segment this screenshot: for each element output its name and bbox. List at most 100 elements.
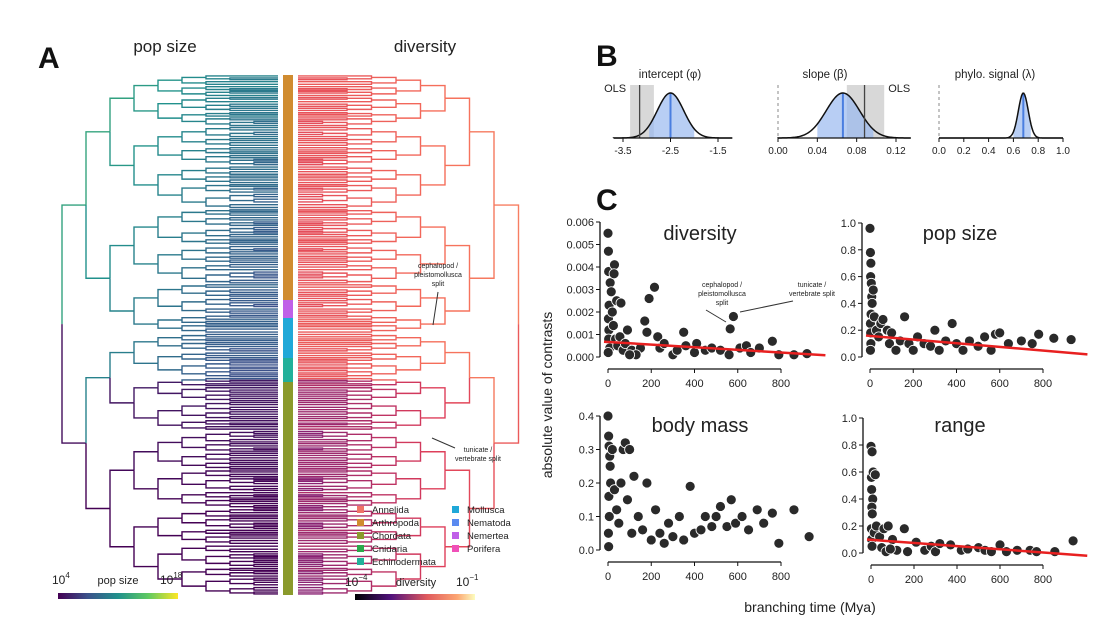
pop-size-branch [205, 138, 230, 142]
diversity-branch [298, 96, 348, 99]
diversity-branch [396, 263, 422, 274]
diversity-branch [371, 114, 397, 119]
pop-size-branch [253, 195, 278, 198]
diversity-branch [298, 85, 373, 89]
popsize-colorbar: 104 pop size 1018 [52, 571, 183, 599]
diversity-branch [322, 578, 348, 582]
pop-size-branch [205, 131, 230, 136]
diversity-branch [298, 152, 348, 155]
pop-size-branch [229, 368, 278, 370]
y-tick-label: 1.0 [841, 218, 856, 230]
diversity-branch [347, 348, 373, 351]
posterior-plot: slope (β) OLS 0.00 0.04 0.08 0.12 [768, 69, 911, 157]
pop-size-branch [229, 379, 278, 382]
diversity-branch [298, 459, 348, 462]
diversity-branch [298, 356, 373, 359]
annotation-text: tunicate / [798, 282, 826, 289]
pop-size-branch [229, 423, 278, 426]
diversity-branch [469, 205, 495, 279]
pop-size-branch [181, 379, 206, 383]
pop-size-branch [181, 155, 206, 161]
diversity-branch [298, 565, 324, 567]
diversity-branch [347, 456, 373, 460]
diversity-branch [298, 273, 324, 275]
annotation-text: vertebrate split [789, 291, 835, 298]
diversity-branch [298, 371, 348, 374]
diversity-branch [347, 422, 373, 425]
diversity-branch [371, 379, 397, 383]
data-point [613, 517, 625, 529]
diversity-branch [322, 563, 348, 566]
pop-size-branch [205, 359, 230, 362]
diversity-branch [347, 510, 373, 514]
data-point [715, 501, 726, 512]
diversity-branch [298, 113, 348, 116]
pop-size-branch [181, 306, 206, 312]
diversity-branch [298, 284, 373, 286]
pop-size-branch [205, 492, 278, 495]
diversity-branch [371, 325, 397, 329]
pop-size-branch [181, 99, 206, 104]
pop-size-branch [253, 200, 278, 203]
data-point [689, 347, 700, 358]
diversity-branch [371, 87, 397, 91]
pop-size-branch [229, 465, 278, 468]
diversity-branch [298, 509, 324, 512]
pop-size-branch [157, 288, 182, 298]
diversity-branch [298, 374, 348, 376]
pop-size-branch [133, 341, 158, 353]
diversity-branch [298, 438, 348, 441]
diversity-branch [298, 88, 348, 90]
legend-swatch [452, 506, 459, 513]
diversity-branch [371, 353, 397, 357]
pop-size-branch [229, 89, 278, 91]
diversity-branch [298, 265, 348, 268]
diversity-branch [322, 434, 348, 437]
pop-size-branch [181, 442, 206, 449]
diversity-branch [298, 308, 373, 311]
diversity-branch [445, 97, 471, 132]
pop-size-branch [253, 556, 278, 558]
posterior-title: intercept (φ) [639, 69, 702, 81]
scatter-title: diversity [663, 223, 736, 245]
pop-size-branch [205, 402, 230, 407]
data-point [957, 344, 969, 356]
diversity-branch [322, 159, 348, 162]
diversity-branch [322, 132, 348, 135]
x-tick-label: 200 [905, 574, 923, 586]
diversity-branch [347, 97, 373, 101]
x-tick-label: 600 [729, 378, 747, 390]
diversity-branch [298, 249, 324, 252]
diversity-branch [298, 527, 324, 529]
diversity-branch [298, 559, 324, 562]
pop-size-branch [157, 336, 182, 342]
pop-size-branch [205, 310, 230, 313]
pop-size-branch [181, 436, 206, 443]
diversity-branch [298, 432, 324, 435]
panel-label-b: B [596, 40, 618, 73]
pop-size-branch [181, 289, 206, 294]
pop-size-branch [229, 252, 278, 255]
diversity-branch [347, 513, 373, 517]
diversity-branch [298, 502, 348, 506]
posterior-density [939, 92, 1063, 139]
pop-size-branch [229, 263, 278, 266]
pop-size-branch [205, 325, 278, 328]
diversity-branch [298, 279, 348, 282]
diversity-branch [396, 216, 422, 228]
pop-size-branch [229, 389, 278, 392]
posterior-title: slope (β) [803, 69, 848, 81]
pop-size-branch [205, 212, 230, 215]
diversity-branch [347, 586, 373, 592]
diversity-branch [298, 403, 348, 406]
diversity-branch [298, 322, 373, 324]
data-point [788, 504, 800, 516]
pop-size-branch [181, 494, 206, 499]
x-tick-label: 200 [642, 378, 660, 390]
diversity-branch [298, 417, 348, 420]
data-point [1048, 332, 1060, 344]
diversity-branch [347, 159, 373, 163]
pop-size-branch [229, 375, 278, 378]
pop-size-branch [205, 545, 278, 549]
